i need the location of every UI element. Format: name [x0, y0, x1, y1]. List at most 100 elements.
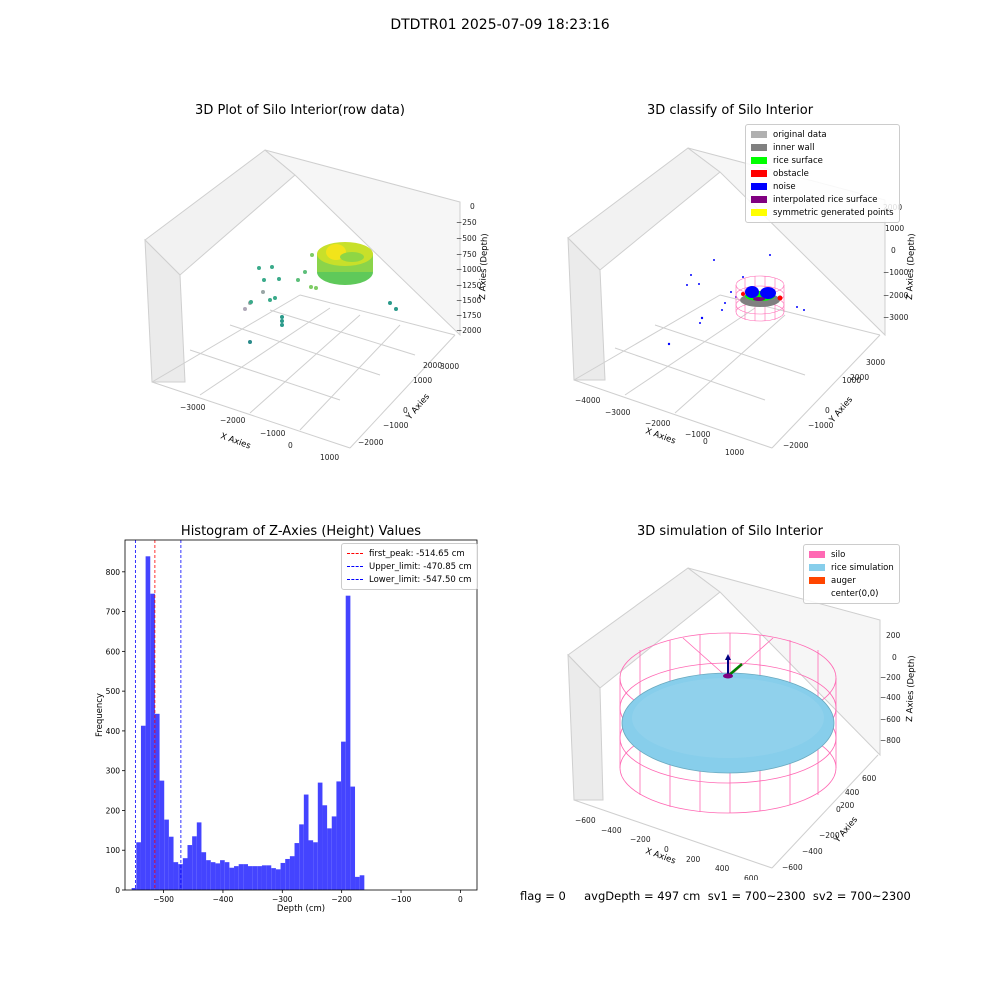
svg-text:−200: −200	[819, 831, 840, 840]
svg-text:−3000: −3000	[605, 408, 631, 417]
legend-swatch	[751, 170, 767, 177]
histogram-title: Histogram of Z-Axies (Height) Values	[180, 524, 422, 539]
legend-line	[347, 579, 363, 580]
legend-swatch	[809, 577, 825, 584]
legend-swatch	[751, 157, 767, 164]
figure-suptitle: DTDTR01 2025-07-09 18:23:16	[390, 17, 610, 33]
histogram-bar	[243, 864, 248, 890]
svg-text:200: 200	[840, 801, 855, 810]
svg-text:−3000: −3000	[180, 403, 206, 412]
x-tick-label: −300	[272, 895, 293, 904]
histogram-bar	[336, 781, 342, 890]
svg-text:0: 0	[403, 406, 408, 415]
panel4-axis-ticks: −600 −400 −200 0 200 400 600 −600 −400 −…	[575, 631, 901, 880]
svg-text:−400: −400	[802, 847, 823, 856]
x-tick-label: −500	[153, 895, 174, 904]
histogram-bar	[355, 876, 360, 890]
legend-line	[347, 553, 363, 554]
legend-item-upper-limit: Upper_limit: -470.85 cm	[347, 560, 472, 573]
histogram-bar	[182, 858, 188, 890]
panel4-title: 3D simulation of Silo Interior	[637, 524, 823, 539]
panel1-surface-cluster	[317, 242, 373, 285]
histogram-bar	[192, 836, 197, 890]
histogram-bar	[317, 782, 323, 890]
panel1-xlabel: X Axies	[219, 431, 252, 451]
svg-text:0: 0	[892, 653, 897, 662]
svg-text:0: 0	[288, 441, 293, 450]
panel2-title: 3D classify of Silo Interior	[646, 103, 814, 118]
svg-text:1000: 1000	[885, 224, 904, 233]
histogram-bar	[275, 869, 281, 890]
panel2-noise-points	[667, 254, 805, 346]
histogram-bar	[164, 819, 169, 890]
panel4-auger	[723, 654, 743, 679]
svg-text:−2000: −2000	[456, 326, 482, 335]
histogram-bar	[206, 860, 211, 890]
histogram-bar	[345, 595, 351, 890]
svg-text:−750: −750	[456, 250, 477, 259]
legend-item-rice-simulation: rice simulation	[809, 561, 894, 574]
svg-text:−1750: −1750	[456, 311, 482, 320]
svg-text:−500: −500	[456, 234, 477, 243]
svg-text:−1000: −1000	[808, 421, 834, 430]
histogram-bar	[154, 713, 160, 890]
svg-text:−1000: −1000	[383, 421, 409, 430]
svg-text:0: 0	[825, 406, 830, 415]
histogram-bar	[210, 862, 216, 890]
histogram-bar	[168, 836, 174, 890]
histogram-xlabel: Depth (cm)	[277, 904, 325, 914]
svg-text:−200: −200	[880, 673, 901, 682]
y-tick-label: 400	[106, 727, 121, 736]
svg-text:2000: 2000	[850, 373, 869, 382]
histogram-axes-frame	[124, 539, 478, 891]
svg-text:200: 200	[686, 855, 701, 864]
svg-text:−1000: −1000	[883, 268, 909, 277]
histogram-bar	[331, 816, 337, 890]
svg-text:−1500: −1500	[456, 296, 482, 305]
svg-text:600: 600	[744, 874, 759, 880]
histogram-bar	[308, 840, 314, 890]
y-tick-label: 100	[106, 846, 121, 855]
legend-item-rice-surface: rice surface	[751, 154, 894, 167]
svg-text:−2000: −2000	[783, 441, 809, 450]
histogram-bar	[257, 866, 262, 890]
y-tick-label: 800	[106, 568, 121, 577]
svg-text:−200: −200	[630, 835, 651, 844]
histogram-bar	[159, 780, 165, 890]
histogram-bar	[131, 888, 137, 890]
panel2-class-cluster	[740, 286, 783, 307]
x-tick-label: −100	[391, 895, 412, 904]
histogram-bar	[150, 593, 155, 890]
histogram-bar	[299, 824, 304, 890]
y-tick-label: 600	[106, 647, 121, 656]
histogram-bar	[238, 864, 244, 890]
histogram-bar	[280, 862, 286, 890]
legend-item-interpolated-rice-surface: interpolated rice surface	[751, 193, 894, 206]
panel4-xlabel: X Axies	[644, 846, 677, 866]
legend-swatch	[751, 131, 767, 138]
status-footer: flag = 0 avgDepth = 497 cm sv1 = 700~230…	[520, 889, 911, 903]
svg-text:−800: −800	[880, 736, 901, 745]
svg-text:1000: 1000	[320, 453, 339, 462]
svg-text:−2000: −2000	[220, 416, 246, 425]
panel4-rice-surface	[621, 672, 835, 774]
histogram-bar	[224, 862, 230, 890]
legend-item-first-peak: first_peak: -514.65 cm	[347, 547, 472, 560]
histogram-bar	[327, 828, 332, 890]
histogram-bar	[303, 794, 309, 890]
svg-text:0: 0	[703, 437, 708, 446]
svg-text:−1250: −1250	[456, 281, 482, 290]
histogram-bar	[289, 856, 295, 890]
y-tick-label: 500	[106, 687, 121, 696]
legend-item-lower-limit: Lower_limit: -547.50 cm	[347, 573, 472, 586]
panel4-legend: silo rice simulation auger center(0,0)	[803, 544, 900, 604]
legend-swatch	[809, 551, 825, 558]
histogram-bar	[350, 786, 356, 890]
panel1-axis-ticks: −3000 −2000 −1000 0 1000 −2000 −1000 0 1…	[180, 202, 482, 462]
histogram-ylabel: Frequency	[95, 693, 105, 737]
histogram-bar	[136, 842, 141, 890]
svg-text:−250: −250	[456, 218, 477, 227]
y-tick-label: 200	[106, 806, 121, 815]
histogram-bar	[359, 875, 365, 890]
panel4-zlabel: Z Axies (Depth)	[905, 655, 917, 722]
